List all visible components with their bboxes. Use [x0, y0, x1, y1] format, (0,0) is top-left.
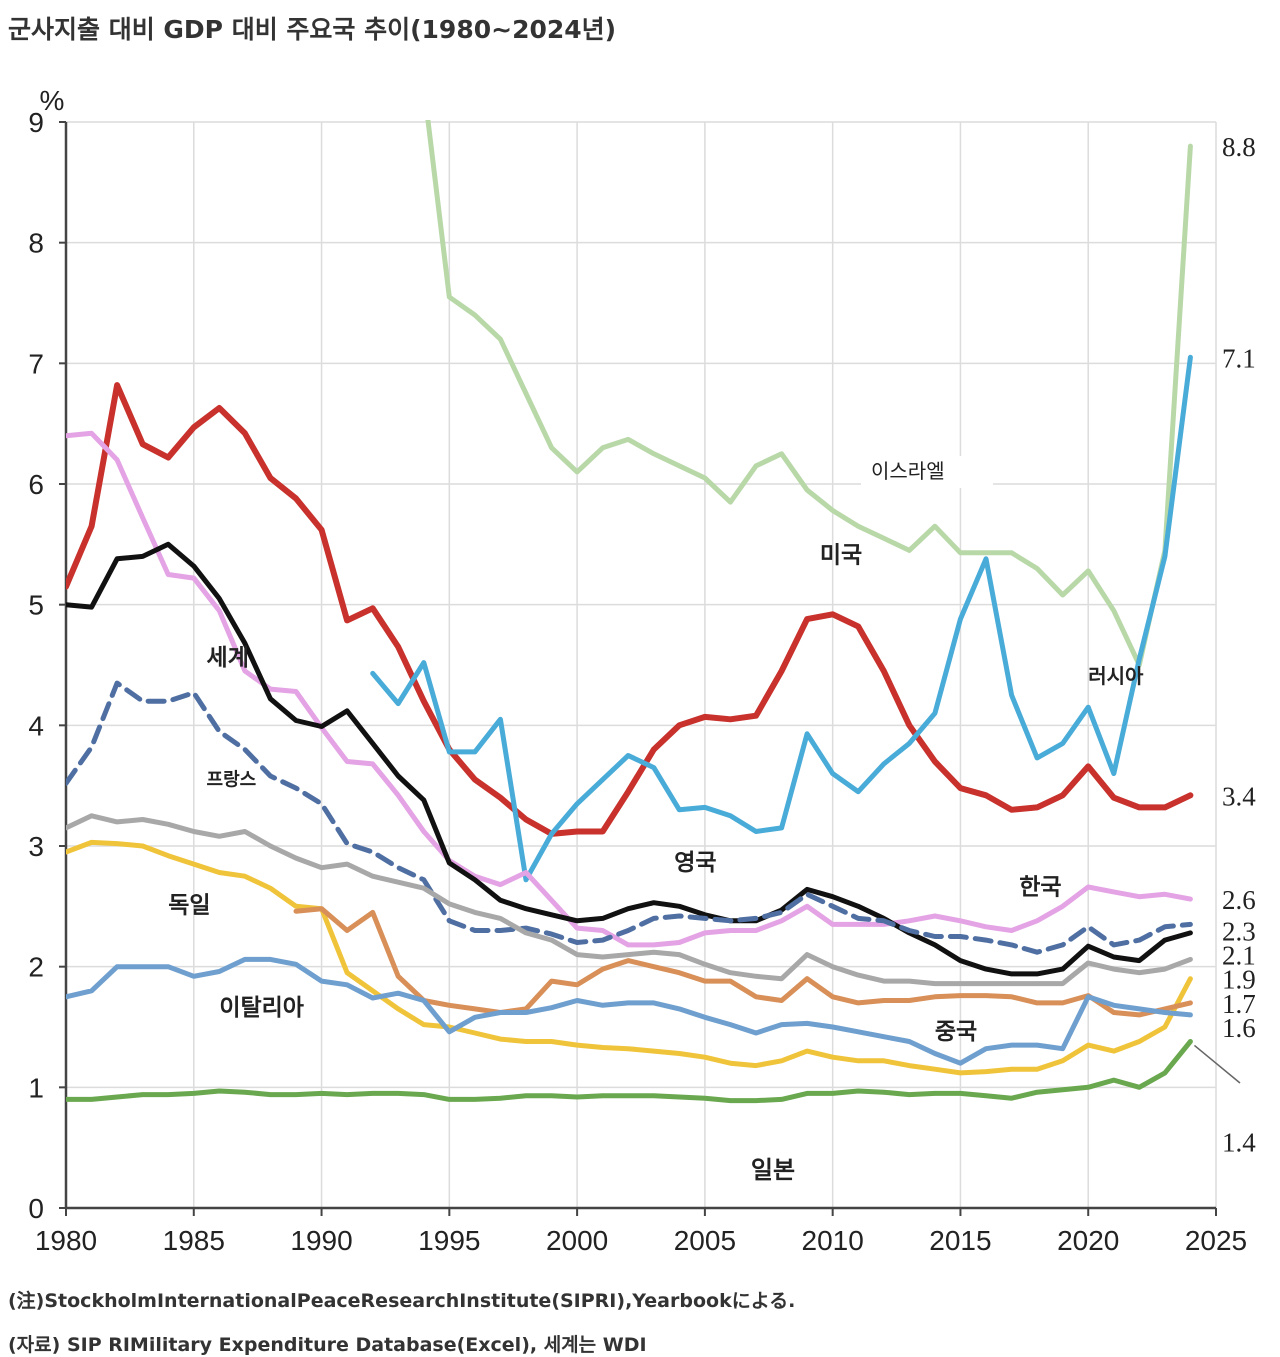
series-label: 중국: [935, 1019, 977, 1045]
japan-leader-line: [1193, 1044, 1241, 1084]
end-value-label: 1.4: [1222, 1128, 1256, 1158]
x-tick-label: 2000: [546, 1225, 608, 1256]
series-line-china: [293, 906, 1193, 1018]
series-label: 러시아: [1088, 664, 1144, 688]
y-tick-label: 1: [28, 1072, 44, 1103]
y-tick-label: 5: [28, 590, 44, 621]
line-chart: 0 1 2 3 4 5 6 7 8 9 1980 1985 1990 1995 2000 2005 2010 20…: [28, 85, 1256, 1256]
series-line-israel: [425, 120, 1193, 668]
end-value-label: 2.3: [1222, 916, 1256, 946]
y-tick-label: 9: [28, 107, 44, 138]
series-label: 영국: [674, 850, 716, 876]
y-axis-label: %: [40, 85, 65, 116]
series-label-bg: [861, 455, 993, 488]
series-label: 일본: [751, 1156, 795, 1184]
series-label: 이스라엘: [871, 459, 945, 483]
series-line-uk: [66, 430, 1193, 948]
series-line-world: [66, 541, 1193, 977]
end-value-label: 1.7: [1222, 989, 1256, 1019]
series-label: 프랑스: [207, 770, 257, 791]
x-tick-label: 2020: [1057, 1225, 1119, 1256]
end-value-label: 3.4: [1222, 781, 1256, 811]
series-line-korea: [66, 680, 1193, 955]
series-label: 세계: [207, 645, 249, 671]
y-tick-label: 8: [28, 228, 44, 259]
y-tick-label: 3: [28, 831, 44, 862]
series-line-italy: [66, 956, 1193, 1066]
series-line-russia: [370, 354, 1193, 883]
y-tick-label: 0: [28, 1193, 44, 1224]
axis-layer: 0 1 2 3 4 5 6 7 8 9 1980 1985 1990 1995 2000 2005 2010 20…: [28, 85, 1247, 1256]
end-value-label: 8.8: [1222, 132, 1256, 162]
x-tick-label: 1990: [290, 1225, 352, 1256]
y-tick-label: 6: [28, 469, 44, 500]
y-tick-label: 4: [28, 710, 44, 741]
series-line-japan: [66, 1039, 1193, 1104]
x-tick-label: 2005: [674, 1225, 736, 1256]
series-line-usa: [66, 382, 1194, 837]
end-value-label: 1.6: [1222, 1013, 1256, 1043]
y-tick-label: 2: [28, 952, 44, 983]
source-note-1: (注)StockholmInternationalPeaceResearchIn…: [8, 1290, 796, 1312]
series-label: 미국: [820, 542, 862, 568]
x-tick-label: 1985: [163, 1225, 225, 1256]
x-tick-label: 2010: [802, 1225, 864, 1256]
series-label: 독일: [168, 892, 210, 918]
end-value-label: 7.1: [1222, 343, 1256, 373]
series-label: 한국: [1019, 874, 1061, 900]
series-layer: [66, 120, 1194, 1104]
series-line-germany: [66, 839, 1193, 1076]
x-tick-label: 2015: [929, 1225, 991, 1256]
chart-title: 군사지출 대비 GDP 대비 주요국 추이(1980~2024년): [8, 15, 617, 44]
x-tick-label: 1980: [35, 1225, 97, 1256]
y-tick-label: 7: [28, 348, 44, 379]
end-value-label: 2.6: [1222, 885, 1256, 915]
series-line-france: [66, 813, 1193, 987]
x-tick-label: 2025: [1185, 1225, 1247, 1256]
source-note-2: (자료) SIP RIMilitary Expenditure Database…: [8, 1334, 647, 1356]
end-value-label: 1.9: [1222, 965, 1256, 995]
end-value-label: 2.1: [1222, 941, 1256, 971]
series-label: 이탈리아: [219, 995, 304, 1021]
x-tick-label: 1995: [418, 1225, 480, 1256]
